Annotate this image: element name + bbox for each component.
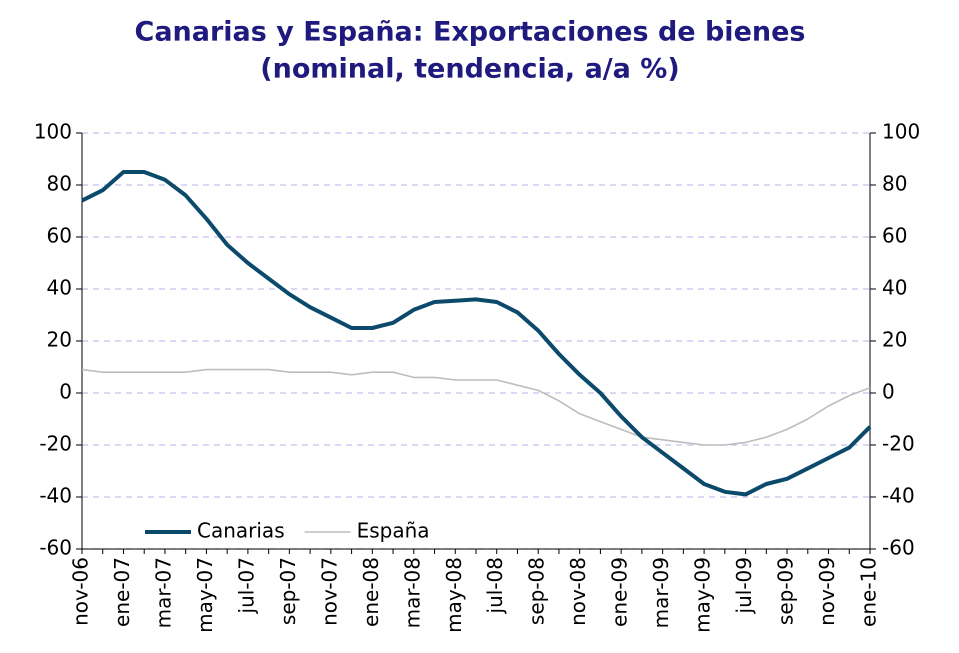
x-tick-label: nov-06 (69, 557, 93, 626)
y-tick-label: 60 (47, 224, 72, 248)
legend-label: Canarias (197, 519, 285, 543)
y2-tick-label: 80 (882, 172, 907, 196)
x-tick-label: sep-07 (276, 557, 300, 625)
x-tick-label: mar-08 (400, 557, 424, 628)
x-tick-label: nov-08 (566, 557, 590, 626)
y2-tick-label: -40 (882, 484, 915, 508)
y2-tick-label: -60 (882, 536, 915, 560)
x-tick-label: mar-07 (151, 557, 175, 628)
y-tick-label: 20 (47, 328, 72, 352)
x-tick-label: sep-09 (774, 557, 798, 625)
chart-title: (nominal, tendencia, a/a %) (260, 54, 679, 85)
y2-tick-label: 100 (882, 120, 920, 144)
y-tick-label: -40 (39, 484, 72, 508)
x-tick-label: sep-08 (525, 557, 549, 625)
chart-title: Canarias y España: Exportaciones de bien… (135, 17, 806, 48)
x-tick-label: may-08 (442, 557, 466, 633)
y2-tick-label: 0 (882, 380, 895, 404)
y-tick-label: 80 (47, 172, 72, 196)
x-tick-label: mar-09 (649, 557, 673, 628)
x-tick-label: jul-07 (234, 557, 258, 614)
x-tick-label: jul-08 (483, 557, 507, 614)
x-tick-label: ene-08 (359, 557, 383, 627)
x-tick-label: may-07 (193, 557, 217, 633)
y2-tick-label: -20 (882, 432, 915, 456)
y-tick-label: -60 (39, 536, 72, 560)
y-tick-label: 100 (34, 120, 72, 144)
y2-tick-label: 60 (882, 224, 907, 248)
x-tick-label: ene-09 (608, 557, 632, 627)
series-line (81, 170, 872, 497)
series-line (81, 368, 871, 446)
y2-tick-label: 20 (882, 328, 907, 352)
y-tick-label: 0 (59, 380, 72, 404)
legend-label: España (357, 519, 430, 543)
y2-tick-label: 40 (882, 276, 907, 300)
x-tick-label: jul-09 (732, 557, 756, 614)
y-tick-label: 40 (47, 276, 72, 300)
y-tick-label: -20 (39, 432, 72, 456)
x-tick-label: nov-07 (317, 557, 341, 626)
x-tick-label: nov-09 (815, 557, 839, 626)
x-tick-label: ene-07 (110, 557, 134, 627)
x-tick-label: ene-10 (857, 557, 881, 627)
x-tick-label: may-09 (691, 557, 715, 633)
